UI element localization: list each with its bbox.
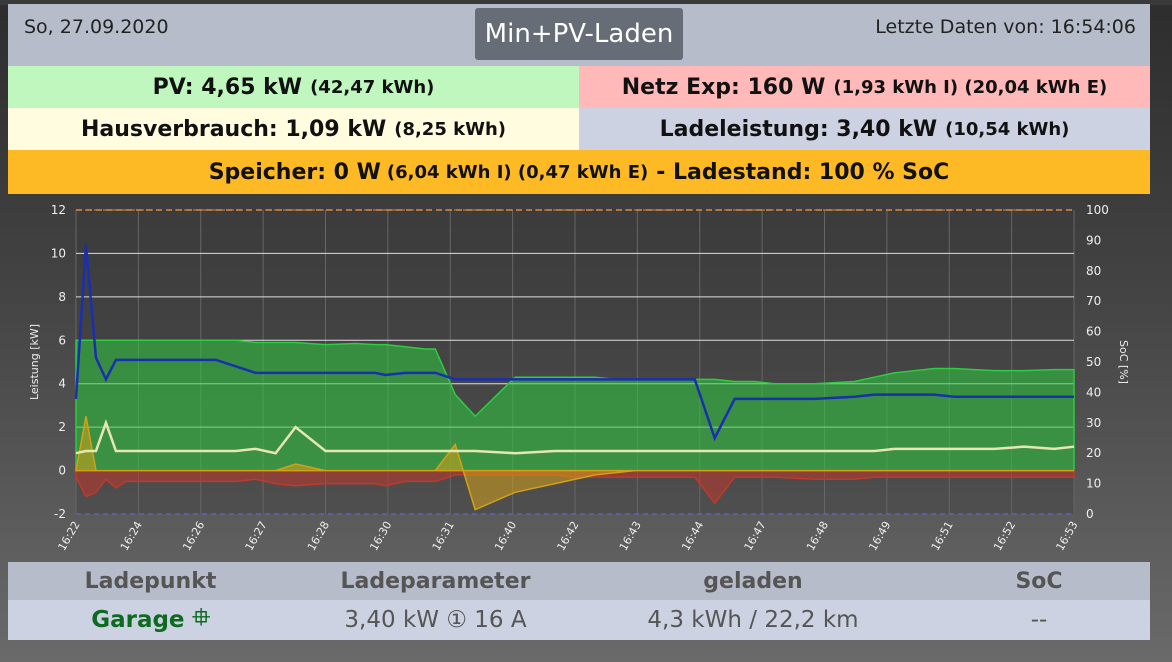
- table-row: Garage ⯐ 3,40 kW ① 16 A 4,3 kWh / 22,2 k…: [8, 600, 1150, 640]
- y-tick-label: 0: [58, 464, 66, 478]
- chargepoint-name[interactable]: Garage: [91, 607, 185, 633]
- charged-cell: 4,3 kWh / 22,2 km: [647, 607, 859, 633]
- x-tick-label: 16:52: [991, 519, 1018, 552]
- y-tick-label: 10: [51, 246, 66, 260]
- y-tick-label: 6: [58, 333, 66, 347]
- date-label: So, 27.09.2020: [24, 16, 169, 38]
- pv-energy: (42,47 kWh): [310, 76, 435, 98]
- y-axis-label: Leistung [kW]: [28, 324, 41, 400]
- grid-tile: Netz Exp: 160 W (1,93 kWh I) (20,04 kWh …: [579, 66, 1150, 108]
- tile-row-2: Hausverbrauch: 1,09 kW (8,25 kWh) Ladele…: [8, 108, 1150, 150]
- y2-tick-label: 0: [1086, 507, 1094, 521]
- battery-tile: Speicher: 0 W (6,04 kWh I) (0,47 kWh E) …: [8, 150, 1150, 194]
- x-tick-label: 16:48: [804, 519, 831, 552]
- pv-tile: PV: 4,65 kW (42,47 kWh): [8, 66, 579, 108]
- last-data-label: Letzte Daten von: 16:54:06: [875, 16, 1136, 38]
- y2-tick-label: 70: [1086, 294, 1101, 308]
- charge-energy: (10,54 kWh): [945, 118, 1070, 140]
- battery-power: Speicher: 0 W: [208, 159, 381, 185]
- ladeleistung-line: [74, 244, 1074, 442]
- battery-energy: (6,04 kWh I) (0,47 kWh E): [386, 161, 649, 183]
- x-tick-label: 16:26: [180, 519, 207, 552]
- charge-tile: Ladeleistung: 3,40 kW (10,54 kWh): [579, 108, 1150, 150]
- speicher-area: [75, 416, 1074, 511]
- header-geladen: geladen: [703, 568, 803, 594]
- house-tile: Hausverbrauch: 1,09 kW (8,25 kWh): [8, 108, 579, 150]
- y2-tick-label: 90: [1086, 233, 1101, 247]
- y2-tick-label: 60: [1086, 325, 1101, 339]
- y2-tick-label: 40: [1086, 385, 1101, 399]
- battery-soc: - Ladestand: 100 % SoC: [656, 159, 950, 185]
- x-tick-label: 16:47: [742, 519, 769, 552]
- x-tick-label: 16:44: [679, 519, 706, 552]
- x-tick-label: 16:43: [617, 519, 644, 552]
- x-tick-label: 16:30: [367, 519, 394, 552]
- hausverbrauch-line: [75, 419, 1075, 455]
- y-tick-label: 4: [58, 377, 66, 391]
- header-soc: SoC: [1015, 568, 1063, 594]
- x-tick-label: 16:42: [554, 519, 581, 552]
- y2-axis-label: SoC [%]: [1117, 340, 1130, 384]
- tile-row-1: PV: 4,65 kW (42,47 kWh) Netz Exp: 160 W …: [8, 66, 1150, 108]
- y2-tick-label: 100: [1086, 203, 1109, 217]
- pv-power: PV: 4,65 kW: [152, 74, 303, 100]
- house-energy: (8,25 kWh): [394, 118, 506, 140]
- plug-icon: ⯐: [192, 604, 210, 631]
- house-power: Hausverbrauch: 1,09 kW: [80, 116, 387, 142]
- x-tick-label: 16:31: [430, 519, 457, 552]
- y2-tick-label: 50: [1086, 355, 1101, 369]
- header-ladeparameter: Ladeparameter: [340, 568, 531, 594]
- x-tick-label: 16:24: [118, 519, 145, 552]
- battery-cell: Speicher: 0 W (6,04 kWh I) (0,47 kWh E) …: [8, 150, 1150, 194]
- y-tick-label: 2: [58, 420, 66, 434]
- x-tick-label: 16:27: [243, 519, 270, 552]
- charge-mode-button[interactable]: Min+PV-Laden: [475, 8, 683, 60]
- table-header: Ladepunkt Ladeparameter geladen SoC: [8, 562, 1150, 600]
- header-bar: So, 27.09.2020 Min+PV-Laden Letzte Daten…: [8, 4, 1150, 66]
- power-chart: 16:22 16:24 16:26 16:27 16:28 16:30 16:31 16:40…: [8, 200, 1150, 553]
- x-tick-label: 16:53: [1053, 519, 1080, 552]
- top-strip: [0, 0, 1172, 5]
- x-tick-label: 16:22: [55, 519, 82, 552]
- x-tick-label: 16:49: [866, 519, 893, 552]
- y2-tick-label: 20: [1086, 446, 1101, 460]
- y-tick-label: 12: [51, 203, 66, 217]
- chargepoint-table: Ladepunkt Ladeparameter geladen SoC Gara…: [8, 562, 1150, 640]
- power-chart-svg: 16:22 16:24 16:26 16:27 16:28 16:30 16:31 16:40…: [28, 203, 1130, 553]
- x-tick-label: 16:51: [929, 519, 956, 552]
- y2-tick-label: 10: [1086, 477, 1101, 491]
- charge-parameter-cell[interactable]: 3,40 kW ① 16 A: [344, 607, 527, 633]
- soc-cell: --: [1030, 607, 1048, 633]
- charge-power: Ladeleistung: 3,40 kW: [659, 116, 938, 142]
- y-tick-label: -2: [54, 507, 66, 521]
- x-tick-label: 16:28: [305, 519, 332, 552]
- dashboard-panel: So, 27.09.2020 Min+PV-Laden Letzte Daten…: [8, 4, 1150, 194]
- grid-energy: (1,93 kWh I) (20,04 kWh E): [833, 76, 1108, 98]
- grid-power: Netz Exp: 160 W: [621, 74, 826, 100]
- x-tick-label: 16:40: [492, 519, 519, 552]
- chargepoint-cell[interactable]: Garage ⯐: [8, 600, 293, 640]
- y2-tick-label: 80: [1086, 264, 1101, 278]
- header-ladepunkt: Ladepunkt: [84, 568, 217, 594]
- y-tick-label: 8: [58, 290, 66, 304]
- y2-tick-label: 30: [1086, 416, 1101, 430]
